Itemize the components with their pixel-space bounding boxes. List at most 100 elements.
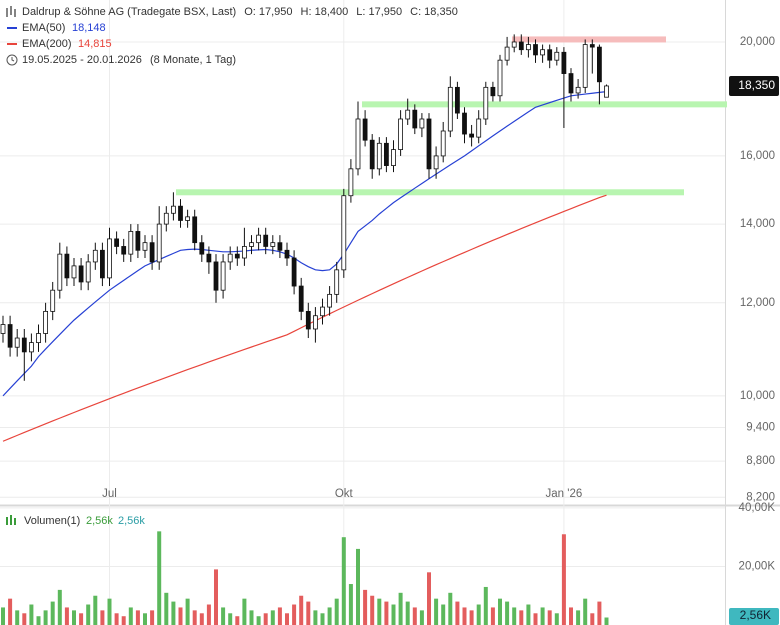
period: 19.05.2025 - 20.01.2026 (22, 54, 142, 66)
volume-bar (327, 607, 332, 625)
candle-body (220, 261, 226, 291)
ohlc-label: H: 18,400 (301, 6, 349, 18)
volume-bar (604, 617, 609, 625)
candle-body (497, 59, 503, 97)
candle-body (291, 257, 297, 287)
volume-bar (483, 586, 488, 625)
y-tick-label: 9,400 (746, 422, 775, 434)
volume-bar (199, 613, 204, 625)
candle-body (597, 46, 602, 83)
candle-body (107, 238, 112, 279)
y-tick-label: 16,000 (740, 150, 775, 162)
volume-bar (547, 610, 552, 625)
candle-body (604, 85, 609, 98)
y-tick-label: 8,200 (746, 491, 775, 503)
candle-body (312, 315, 318, 330)
candle-body (256, 234, 262, 244)
volume-bar (57, 589, 62, 625)
volume-bar (100, 610, 105, 625)
volume-bar (519, 610, 524, 625)
last-price-tag (729, 75, 779, 96)
candle-body (511, 41, 517, 48)
volume-bar (299, 595, 304, 625)
candle-body (447, 86, 453, 132)
volume-bar (448, 592, 453, 625)
volume-bar (405, 601, 410, 625)
volume-bar (79, 613, 84, 625)
volume-bar (114, 613, 119, 625)
volume-bar (164, 592, 169, 625)
y-tick-label: 10,000 (740, 390, 775, 402)
volume-bar (498, 598, 502, 625)
candle-body (327, 293, 333, 308)
volume-bar (419, 610, 424, 625)
candle-body (348, 168, 354, 197)
volume-bar (93, 595, 98, 625)
last-volume-tag (729, 608, 779, 625)
volume-bar (569, 607, 573, 625)
x-tick-label: Okt (335, 488, 354, 500)
candle-body (540, 49, 545, 56)
candle-body (170, 205, 176, 214)
candle-body (561, 51, 567, 74)
candle-body (206, 253, 212, 263)
candle-body (28, 342, 34, 353)
level-zone (176, 189, 684, 196)
chart-title: Daldrup & Söhne AG (Tradegate BSX, Last) (22, 6, 236, 18)
candle-body (284, 249, 290, 259)
volume-bar (412, 607, 417, 625)
candle-body (405, 109, 411, 120)
volume-bar (86, 604, 91, 625)
volume-legend-label: Volumen(1) (24, 515, 80, 527)
volume-bar (370, 595, 375, 625)
volume-bar (434, 598, 439, 625)
volume-bar (107, 598, 112, 625)
volume-bar (256, 616, 261, 625)
candle-body (36, 333, 41, 344)
volume-bar (277, 607, 282, 625)
volume-bar (590, 613, 595, 625)
candle-body (433, 155, 439, 170)
y-tick-label: 20,000 (740, 36, 775, 48)
legend-value: 18,148 (72, 22, 106, 34)
candle-body (50, 289, 56, 312)
volume-bar (36, 616, 41, 625)
volume-bar (285, 613, 289, 625)
volume-bar (185, 598, 190, 625)
volume-bar (597, 601, 602, 625)
volume-bar (377, 598, 382, 625)
candle-body (462, 112, 467, 135)
candle-body (178, 205, 183, 221)
volume-bar (8, 598, 13, 625)
candle-body (582, 44, 588, 88)
volume-bar (214, 569, 218, 625)
volume-bar (306, 601, 311, 625)
x-tick-label: Jan '26 (546, 488, 583, 500)
volume-bar (313, 610, 318, 625)
candle-body (412, 109, 418, 129)
volume-bar (270, 610, 275, 625)
candle-body (547, 49, 553, 61)
candle-body (227, 253, 233, 263)
legend-label: EMA(50) (22, 22, 65, 34)
volume-bar (221, 607, 226, 625)
candle-body (383, 142, 389, 166)
volume-bar (512, 607, 517, 625)
volume-bar (15, 610, 20, 625)
volume-legend-value: 2,56k (86, 515, 113, 527)
candle-body (7, 324, 13, 348)
volume-bar (384, 601, 389, 625)
candle-body (57, 253, 63, 291)
candle-body (277, 242, 283, 251)
volume-bar (455, 601, 460, 625)
candle-body (398, 118, 404, 150)
volume-bar (561, 534, 566, 625)
candle-body (341, 195, 347, 271)
candle-body (376, 142, 382, 170)
candle-body (92, 249, 98, 263)
clock-icon (6, 54, 18, 66)
ohlc-label: C: 18,350 (410, 6, 458, 18)
volume-bar (469, 610, 474, 625)
volume-bar (363, 589, 368, 625)
